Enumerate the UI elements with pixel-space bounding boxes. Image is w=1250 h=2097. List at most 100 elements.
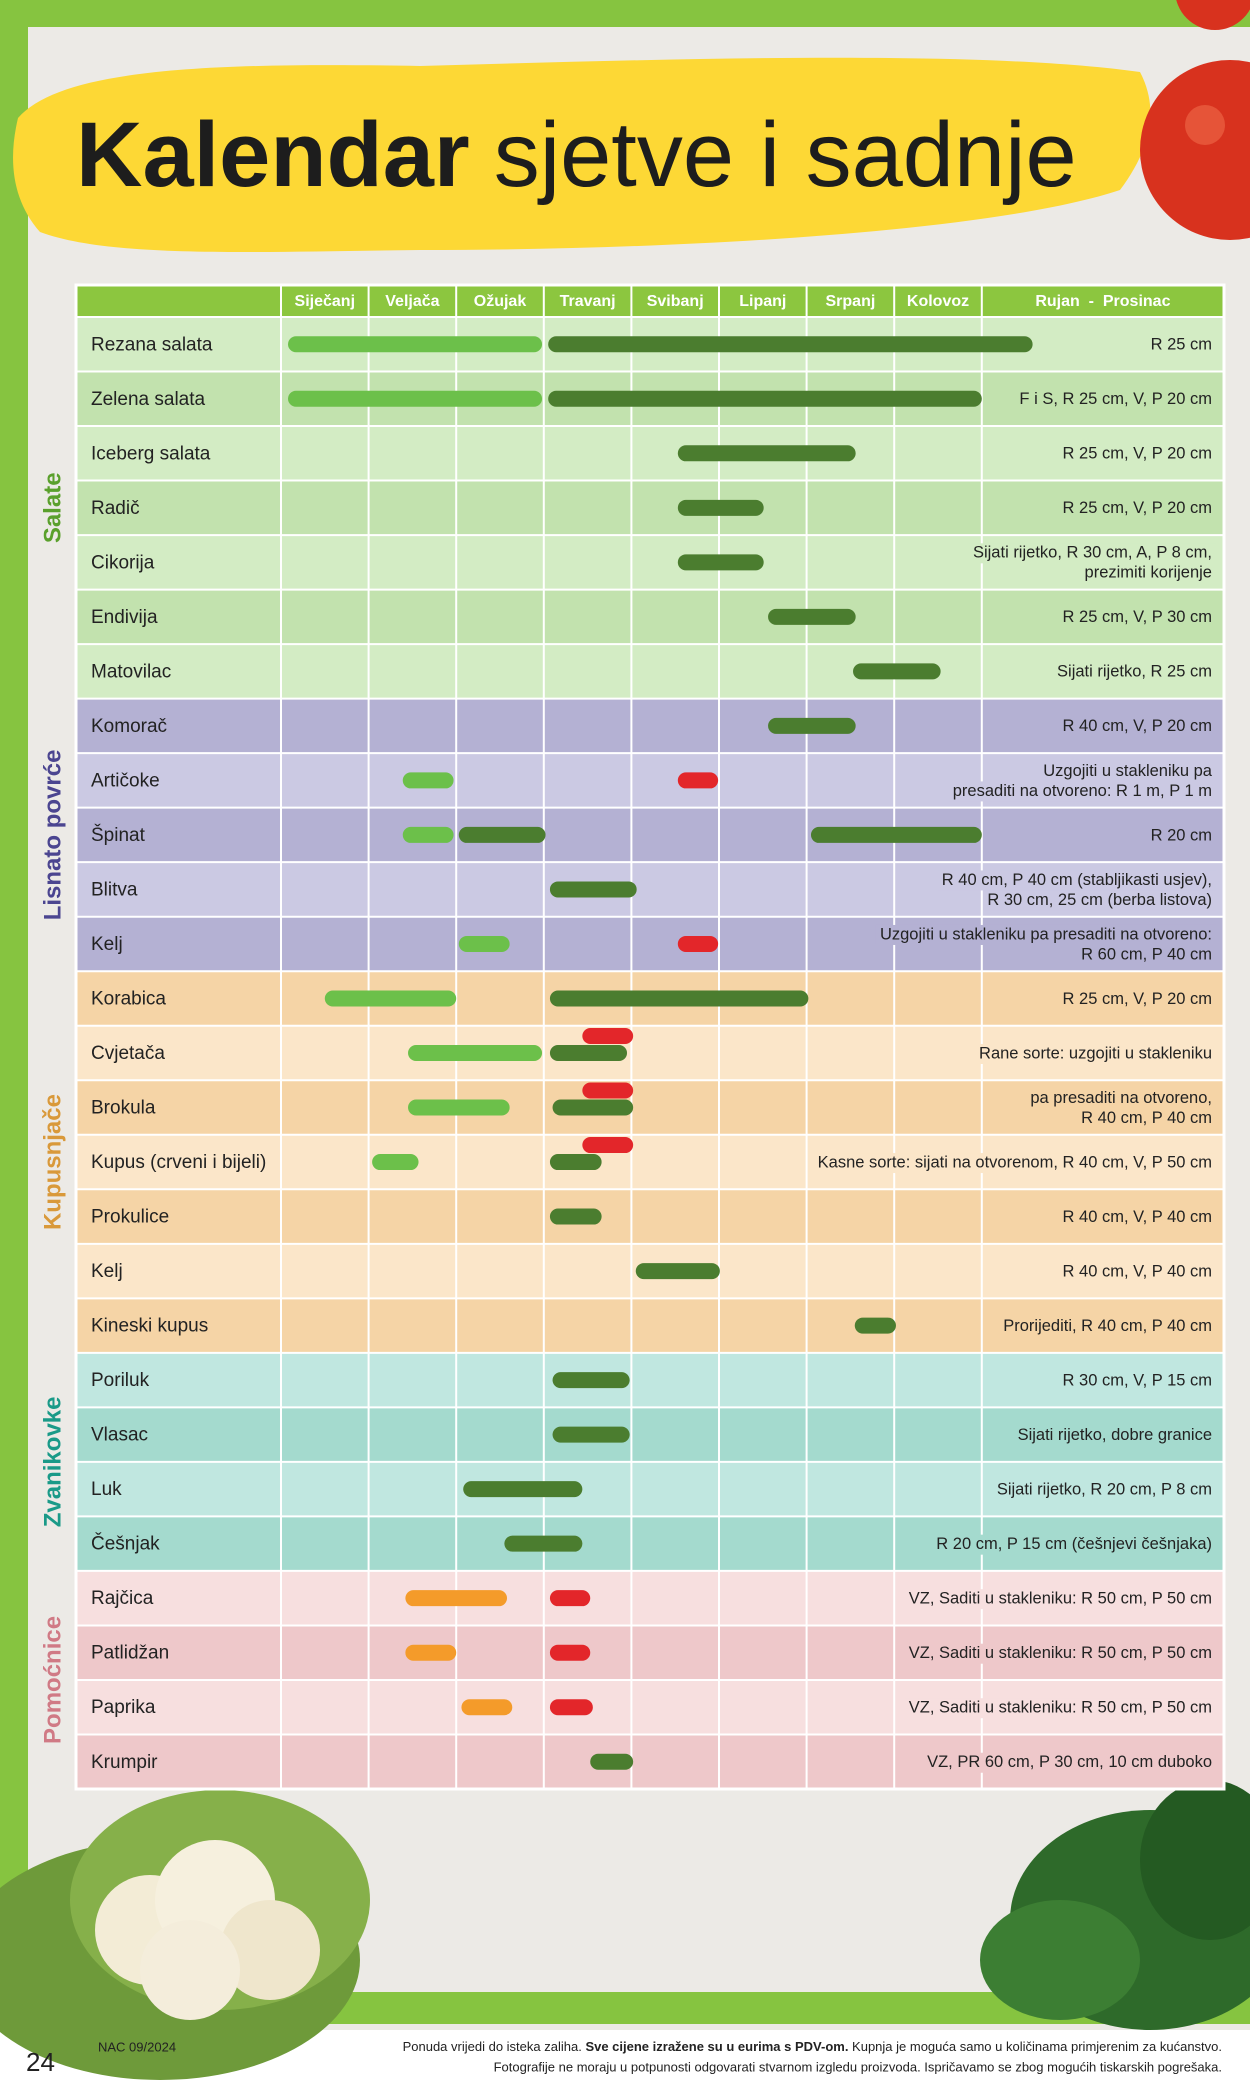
row-label: Češnjak: [91, 1533, 160, 1555]
timing-bar: [810, 826, 982, 843]
row-label: Brokula: [91, 1098, 156, 1119]
note-bg: [875, 924, 1216, 945]
table-border: [74, 283, 1226, 1791]
timing-bar: [549, 1208, 602, 1225]
row-label: Kelj: [91, 1261, 123, 1282]
row-label: Zelena salata: [91, 389, 206, 410]
timing-bar: [402, 826, 454, 843]
row-label: Kupus (crveni i bijeli): [91, 1152, 266, 1173]
disclaimer-text: Ponuda vrijedi do isteka zaliha.: [403, 2039, 586, 2054]
month-header: Veljača: [385, 293, 439, 310]
month-header: Siječanj: [295, 293, 355, 310]
title-bold: Kalendar: [76, 104, 470, 206]
timing-bar: [549, 1045, 628, 1061]
timing-bar: [549, 1644, 591, 1661]
disclaimer-1: Ponuda vrijedi do isteka zaliha. Sve cij…: [403, 2039, 1222, 2054]
row-label: Vlasac: [91, 1425, 148, 1446]
top-band: [0, 0, 1250, 27]
row-note: R 30 cm, 25 cm (berba listova): [987, 891, 1212, 909]
row-note: Uzgojiti u stakleniku pa presaditi na ot…: [880, 925, 1212, 943]
row-bg: [76, 698, 1224, 754]
notes-header: Rujan - Prosinac: [1035, 293, 1170, 310]
timing-bar: [372, 1154, 419, 1171]
row-note: presaditi na otvoreno: R 1 m, P 1 m: [953, 782, 1212, 800]
timing-bar: [549, 1699, 593, 1716]
row-label: Kelj: [91, 934, 123, 955]
note-bg: [983, 890, 1216, 911]
row-note: R 20 cm, P 15 cm (češnjevi češnjaka): [936, 1535, 1212, 1553]
row-note: F i S, R 25 cm, V, P 20 cm: [1019, 390, 1212, 408]
row-note: R 40 cm, V, P 40 cm: [1063, 1208, 1212, 1226]
note-bg: [923, 1752, 1216, 1773]
timing-bar: [504, 1535, 583, 1552]
timing-bar: [408, 1045, 543, 1061]
timing-bar: [677, 935, 719, 952]
row-label: Iceberg salata: [91, 443, 211, 464]
month-header: Lipanj: [739, 293, 786, 310]
row-label: Matovilac: [91, 661, 171, 682]
timing-bar: [405, 1644, 457, 1661]
row-label: Patlidžan: [91, 1643, 169, 1664]
row-bg: [76, 1461, 1224, 1517]
timing-bar: [854, 1317, 896, 1334]
row-bg: [76, 426, 1224, 481]
timing-bar: [590, 1753, 634, 1770]
timing-bar: [582, 1082, 634, 1099]
row-bg: [76, 1189, 1224, 1244]
title-brush: [13, 57, 1151, 253]
timing-bar: [768, 717, 856, 734]
timing-bar: [288, 390, 543, 407]
disclaimer-text: Kupnja je moguća samo u količinama primj…: [848, 2039, 1222, 2054]
row-note: Sijati rijetko, dobre granice: [1018, 1426, 1212, 1444]
row-note: Sijati rijetko, R 20 cm, P 8 cm: [997, 1481, 1212, 1499]
timing-bar: [408, 1099, 510, 1116]
row-bg: [76, 807, 1224, 863]
row-label: Korabica: [91, 988, 166, 1009]
row-note: Prorijediti, R 40 cm, P 40 cm: [1003, 1317, 1212, 1335]
group-label: Kupusnjače: [39, 1094, 66, 1230]
note-bg: [904, 1643, 1216, 1664]
timing-bar: [582, 1137, 634, 1154]
row-label: Radič: [91, 498, 140, 519]
row-note: prezimiti korijenje: [1085, 564, 1212, 582]
month-header: Kolovoz: [907, 293, 969, 310]
row-label: Rajčica: [91, 1588, 154, 1609]
row-note: Rane sorte: uzgojiti u stakleniku: [979, 1044, 1212, 1062]
row-note: VZ, PR 60 cm, P 30 cm, 10 cm duboko: [927, 1753, 1212, 1771]
row-note: R 25 cm, V, P 20 cm: [1063, 499, 1212, 517]
note-bg: [813, 1153, 1216, 1174]
row-note: R 40 cm, V, P 40 cm: [1063, 1262, 1212, 1280]
row-note: Uzgojiti u stakleniku pa: [1043, 762, 1213, 780]
row-bg: [76, 1352, 1224, 1408]
row-note: VZ, Saditi u stakleniku: R 50 cm, P 50 c…: [909, 1590, 1212, 1608]
issue-code: NAC 09/2024: [98, 2039, 176, 2054]
row-bg: [76, 589, 1224, 645]
row-note: R 25 cm: [1151, 336, 1212, 354]
timing-bar: [677, 772, 719, 789]
timing-bar: [549, 1154, 602, 1171]
month-header: Ožujak: [474, 293, 527, 310]
group-label: Lisnato povrće: [39, 750, 66, 921]
timing-bar: [853, 663, 941, 680]
row-note: R 40 cm, P 40 cm (stabljikasti usjev),: [942, 871, 1212, 889]
row-note: VZ, Saditi u stakleniku: R 50 cm, P 50 c…: [909, 1644, 1212, 1662]
timing-bar: [549, 881, 637, 898]
note-bg: [904, 1698, 1216, 1719]
timing-bar: [458, 935, 510, 952]
row-bg: [76, 1080, 1224, 1135]
month-header: Svibanj: [647, 293, 704, 310]
row-note: pa presaditi na otvoreno,: [1030, 1089, 1212, 1107]
timing-bar: [549, 1590, 591, 1607]
timing-bar: [549, 990, 809, 1007]
row-note: R 40 cm, V, P 20 cm: [1063, 717, 1212, 735]
timing-bar: [552, 1426, 630, 1443]
row-label: Komorač: [91, 716, 167, 737]
timing-bar: [458, 826, 546, 843]
timing-bar: [288, 336, 543, 353]
timing-bar: [552, 1372, 630, 1389]
row-label: Luk: [91, 1479, 122, 1500]
disclaimer-bold: Sve cijene izražene su u eurima s PDV-om…: [585, 2039, 848, 2054]
timing-bar: [552, 1099, 634, 1116]
group-label: Pomoćnice: [39, 1616, 66, 1744]
